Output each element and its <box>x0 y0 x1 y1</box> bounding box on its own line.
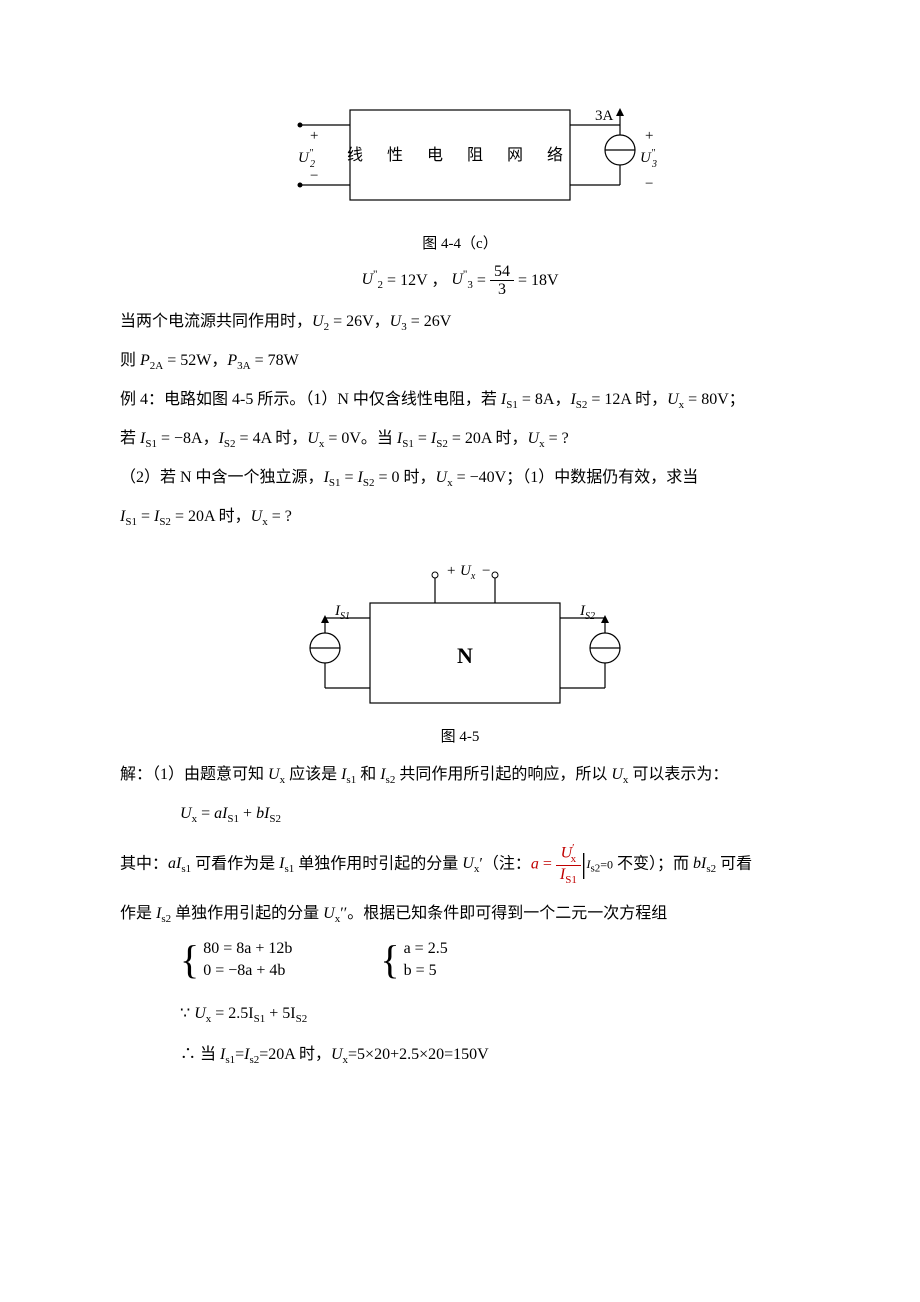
figure-4-5-caption: 图 4-5 <box>120 723 800 752</box>
n-box: N <box>457 643 473 668</box>
figure-4-4c: 线 性 电 阻 网 络 + U"2 − 3A + U"3 − 图 4-4（c） <box>120 100 800 259</box>
svg-text:IS1: IS1 <box>334 603 350 622</box>
svg-text:U"3: U"3 <box>640 148 657 170</box>
example-4-text-2: 若 IS1 = −8A，IS2 = 4A 时，Ux = 0V。当 IS1 = I… <box>120 424 800 455</box>
box-label: 线 性 电 阻 网 络 <box>347 145 573 164</box>
eq-ux-ab: Ux = aIS1 + bIS2 <box>180 799 800 830</box>
note-line-2: 作是 Is2 单独作用引起的分量 Ux′′。根据已知条件即可得到一个二元一次方程… <box>120 899 800 930</box>
conclusion-because: ∵ Ux = 2.5IS1 + 5IS2 <box>180 999 800 1030</box>
circuit-4-5-svg: N + Ux − IS1 IS2 <box>250 553 670 723</box>
figure-4-5: N + Ux − IS1 IS2 图 4-5 <box>120 553 800 752</box>
example-4-text-3: （2）若 N 中含一个独立源，IS1 = IS2 = 0 时，Ux = −40V… <box>120 463 800 494</box>
example-4-text: 例 4：电路如图 4-5 所示。（1）N 中仅含线性电阻，若 IS1 = 8A，… <box>120 385 800 416</box>
system-equations: { 80 = 8a + 12b 0 = −8a + 4b { a = 2.5 b… <box>180 938 800 985</box>
note-line-1: 其中：aIs1 可看作为是 Is1 单独作用时引起的分量 Ux′（注：a = U… <box>120 838 800 891</box>
example-4-text-4: IS1 = IS2 = 20A 时，Ux = ? <box>120 502 800 533</box>
svg-text:+: + <box>447 563 455 579</box>
solution-line-1: 解：（1）由题意可知 Ux 应该是 Is1 和 Is2 共同作用所引起的响应，所… <box>120 760 800 791</box>
svg-text:IS2: IS2 <box>579 603 595 622</box>
line-power: 则 P2A = 52W，P3A = 78W <box>120 346 800 377</box>
current-3a: 3A <box>595 108 614 124</box>
right-minus: − <box>645 176 653 192</box>
svg-text:Ux: Ux <box>460 563 476 582</box>
right-plus: + <box>645 128 653 144</box>
left-plus: + <box>310 128 318 144</box>
line-both-sources: 当两个电流源共同作用时，U2 = 26V，U3 = 26V <box>120 307 800 338</box>
conclusion-therefore: ∴ 当 Is1=Is2=20A 时，Ux=5×20+2.5×20=150V <box>180 1040 800 1071</box>
figure-4-4c-caption: 图 4-4（c） <box>120 230 800 259</box>
svg-text:U"2: U"2 <box>298 148 315 170</box>
circuit-4-4c-svg: 线 性 电 阻 网 络 + U"2 − 3A + U"3 − <box>220 100 700 230</box>
svg-text:−: − <box>482 563 490 579</box>
eq-u2-u3: U"2 = 12V ， U"3 = 543 = 18V <box>120 263 800 299</box>
left-minus: − <box>310 168 318 184</box>
